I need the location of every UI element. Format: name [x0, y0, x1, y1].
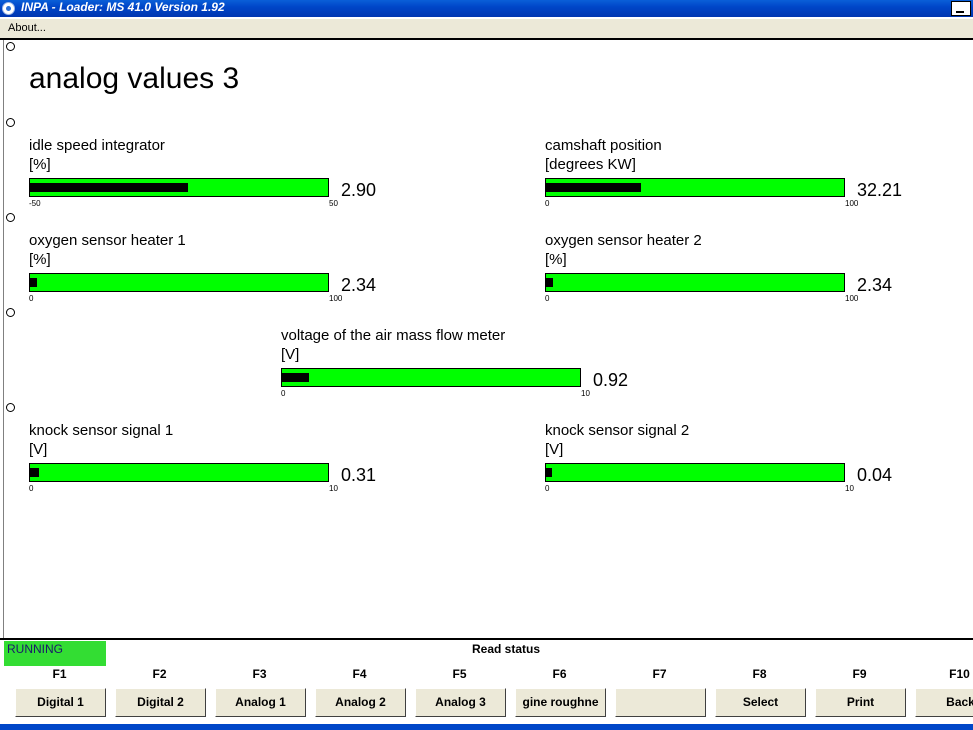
gauge-unit: [%] — [29, 156, 51, 173]
minimize-button[interactable] — [951, 1, 971, 16]
fkey-button-f10[interactable]: Back — [915, 688, 973, 717]
gauge-min: -50 — [29, 199, 41, 208]
fkey-label-f1: F1 — [52, 667, 67, 681]
gauge-max: 10 — [845, 484, 854, 493]
row-marker-icon — [6, 308, 15, 317]
gauge-bar — [281, 368, 581, 387]
gauge-max: 10 — [329, 484, 338, 493]
gauge: camshaft position [degrees KW] 0 100 32.21 — [545, 137, 945, 217]
row-marker-icon — [6, 403, 15, 412]
gauge-bar — [545, 463, 845, 482]
fkey-label-f2: F2 — [152, 667, 167, 681]
row-marker-icon — [6, 118, 15, 127]
gauge-max: 50 — [329, 199, 338, 208]
gauge-label: camshaft position — [545, 137, 662, 154]
status-divider — [0, 638, 973, 640]
gauge-fill — [546, 183, 641, 192]
fkey-button-f3[interactable]: Analog 1 — [215, 688, 306, 717]
status-message: Read status — [472, 642, 541, 656]
menu-bar: About... — [0, 19, 973, 38]
gauge-label: voltage of the air mass flow meter — [281, 327, 506, 344]
status-state: RUNNING — [7, 642, 63, 656]
gauge-min: 0 — [29, 294, 34, 303]
gauge-max: 10 — [581, 389, 590, 398]
fkey-label-f10: F10 — [949, 667, 970, 681]
gauge-label: oxygen sensor heater 2 — [545, 232, 702, 249]
fkey-label-f8: F8 — [752, 667, 767, 681]
fkey-button-f8[interactable]: Select — [715, 688, 806, 717]
gauge-value: 2.34 — [857, 275, 893, 295]
gauge: idle speed integrator [%] -50 50 2.90 — [29, 137, 429, 217]
gauge-unit: [%] — [545, 251, 567, 268]
gauge-label: oxygen sensor heater 1 — [29, 232, 186, 249]
gauge-value: 0.31 — [341, 465, 377, 485]
fkey-label-f5: F5 — [452, 667, 467, 681]
window-title: INPA - Loader: MS 41.0 Version 1.92 — [21, 0, 225, 14]
title-bar: INPA - Loader: MS 41.0 Version 1.92 — [0, 0, 973, 17]
fkey-label-f6: F6 — [552, 667, 567, 681]
gauge: oxygen sensor heater 1 [%] 0 100 2.34 — [29, 232, 429, 312]
status-badge: RUNNING — [4, 641, 106, 666]
gauge-value: 32.21 — [857, 180, 903, 200]
gauge-unit: [V] — [545, 441, 564, 458]
fkey-button-f9[interactable]: Print — [815, 688, 906, 717]
row-marker-icon — [6, 213, 15, 222]
gauge-fill — [546, 468, 552, 477]
gauge-min: 0 — [545, 294, 550, 303]
menu-divider — [0, 38, 973, 40]
bottom-edge — [0, 724, 973, 730]
fkey-label-f9: F9 — [852, 667, 867, 681]
fkey-button-f5[interactable]: Analog 3 — [415, 688, 506, 717]
fkey-button-f4[interactable]: Analog 2 — [315, 688, 406, 717]
gauge-label: knock sensor signal 2 — [545, 422, 690, 439]
gauge-value: 2.34 — [341, 275, 377, 295]
gauge-fill — [282, 373, 309, 382]
gauge-min: 0 — [29, 484, 34, 493]
gauge-fill — [30, 278, 37, 287]
gauge: voltage of the air mass flow meter [V] 0 10… — [281, 327, 681, 407]
app-icon — [2, 2, 15, 15]
gauge-unit: [V] — [29, 441, 48, 458]
fkey-button-f6[interactable]: gine roughne — [515, 688, 606, 717]
left-divider — [3, 40, 4, 640]
gauge-max: 100 — [845, 199, 859, 208]
page-title: analog values 3 — [29, 62, 240, 95]
gauge-unit: [degrees KW] — [545, 156, 636, 173]
gauge-label: knock sensor signal 1 — [29, 422, 174, 439]
gauge-min: 0 — [545, 484, 550, 493]
fkey-label-f7: F7 — [652, 667, 667, 681]
gauge-value: 2.90 — [341, 180, 377, 200]
fkey-button-f1[interactable]: Digital 1 — [15, 688, 106, 717]
fkey-button-f2[interactable]: Digital 2 — [115, 688, 206, 717]
fkey-label-f4: F4 — [352, 667, 367, 681]
gauge-max: 100 — [329, 294, 343, 303]
gauge-value: 0.04 — [857, 465, 893, 485]
gauge-bar — [545, 178, 845, 197]
gauge-bar — [29, 178, 329, 197]
gauge-fill — [30, 468, 39, 477]
gauge-min: 0 — [545, 199, 550, 208]
gauge-bar — [545, 273, 845, 292]
gauge-label: idle speed integrator — [29, 137, 165, 154]
gauge-bar — [29, 463, 329, 482]
fkey-label-f3: F3 — [252, 667, 267, 681]
gauge-bar — [29, 273, 329, 292]
gauge-unit: [V] — [281, 346, 300, 363]
gauge: oxygen sensor heater 2 [%] 0 100 2.34 — [545, 232, 945, 312]
gauge-max: 100 — [845, 294, 859, 303]
gauge-unit: [%] — [29, 251, 51, 268]
menu-item-about[interactable]: About... — [8, 22, 46, 34]
gauge-value: 0.92 — [593, 370, 629, 390]
gauge: knock sensor signal 1 [V] 0 10 0.31 — [29, 422, 429, 502]
row-marker-icon — [6, 42, 15, 51]
fkey-button-f7[interactable] — [615, 688, 706, 717]
gauge-fill — [546, 278, 553, 287]
gauge-min: 0 — [281, 389, 286, 398]
gauge: knock sensor signal 2 [V] 0 10 0.04 — [545, 422, 945, 502]
gauge-fill — [30, 183, 188, 192]
